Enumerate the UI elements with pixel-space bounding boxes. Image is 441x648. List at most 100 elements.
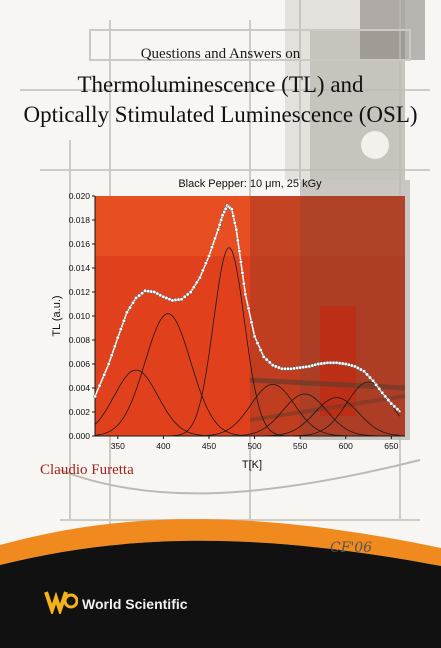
x-tick-label: 500 <box>247 441 261 451</box>
total-curve-point <box>102 372 107 377</box>
total-curve-point <box>115 335 120 340</box>
total-curve-point <box>352 364 357 369</box>
x-tick-label: 650 <box>384 441 398 451</box>
total-curve-point <box>246 306 251 311</box>
total-curve-point <box>368 375 372 380</box>
total-curve-point <box>182 294 187 299</box>
total-curve-point <box>220 213 225 218</box>
total-curve-point <box>395 407 400 412</box>
total-curve-point <box>374 382 378 387</box>
y-tick-label: 0.016 <box>69 239 91 249</box>
world-scientific-logo-icon <box>44 591 78 614</box>
total-curve-point <box>210 245 214 250</box>
total-curve-point <box>258 348 263 352</box>
total-curve-point <box>349 363 354 368</box>
total-curve-point <box>137 293 142 298</box>
footer-band <box>0 540 441 648</box>
total-curve-point <box>213 236 217 241</box>
total-curve-point <box>229 207 234 212</box>
total-curve-point <box>185 292 190 297</box>
total-curve-point <box>343 362 348 366</box>
total-curve-point <box>232 220 237 225</box>
y-tick-label: 0.000 <box>69 431 91 441</box>
total-curve-point <box>106 362 111 366</box>
total-curve-point <box>194 280 199 285</box>
total-curve-point <box>237 249 242 254</box>
total-curve-point <box>279 366 284 371</box>
component-peak-7 <box>95 381 400 437</box>
total-curve-point <box>131 300 135 305</box>
total-curve-point <box>289 366 293 371</box>
publisher-name: World Scientific <box>82 596 188 612</box>
x-axis-label: T[K] <box>242 459 262 471</box>
total-curve-point <box>238 260 243 264</box>
total-curve-point <box>255 341 260 346</box>
total-curve-point <box>241 281 246 286</box>
total-curve-point <box>264 357 269 362</box>
total-curve-point <box>197 275 202 280</box>
total-curve-point <box>203 261 208 266</box>
total-curve-point <box>249 320 254 325</box>
total-curve-point <box>362 369 366 374</box>
total-curve-point <box>191 285 196 290</box>
total-curve-point <box>149 289 154 294</box>
total-curve-point <box>392 404 397 409</box>
total-curve-point <box>389 401 394 406</box>
total-curve-point <box>252 334 257 339</box>
y-tick-label: 0.006 <box>69 359 91 369</box>
title-line-2: Optically Stimulated Luminescence (OSL) <box>23 102 418 127</box>
total-curve-point <box>240 270 245 275</box>
total-curve-point <box>365 372 369 377</box>
total-curve-point <box>231 214 236 218</box>
total-curve-point <box>383 394 388 399</box>
total-curve-point <box>128 305 132 310</box>
total-curve-point <box>93 394 97 399</box>
total-curve-point <box>267 360 272 365</box>
author-name: Claudio Furetta <box>40 462 134 478</box>
total-curve <box>93 203 401 413</box>
y-axis-ticks: 0.000 0.002 0.004 0.006 0.008 0.010 0.012 0.014… <box>69 191 95 441</box>
x-tick-label: 550 <box>293 441 307 451</box>
artist-signature: CF'06 <box>330 540 373 556</box>
total-curve-point <box>179 297 184 302</box>
total-curve-point <box>112 344 117 349</box>
total-curve-point <box>334 360 339 365</box>
component-curves <box>94 247 400 437</box>
total-curve-point <box>371 378 375 383</box>
y-tick-label: 0.018 <box>69 215 91 225</box>
total-curve-point <box>97 383 102 388</box>
total-curve-point <box>217 222 222 227</box>
total-curve-point <box>234 227 239 232</box>
total-curve-point <box>261 354 266 359</box>
total-curve-point <box>328 360 333 365</box>
y-tick-label: 0.012 <box>69 287 91 297</box>
total-curve-point <box>273 364 278 369</box>
y-tick-label: 0.004 <box>69 383 91 393</box>
y-tick-label: 0.002 <box>69 407 91 417</box>
title-line-1: Thermoluminescence (TL) and <box>77 72 364 97</box>
total-curve-point <box>207 254 211 258</box>
total-curve-point <box>118 327 123 332</box>
total-curve-point <box>122 318 126 323</box>
total-curve-point <box>125 310 129 315</box>
total-curve-point <box>219 218 224 222</box>
title-prefix: Questions and Answers on <box>140 46 301 62</box>
total-curve-point <box>223 206 228 211</box>
total-curve-point <box>243 292 248 297</box>
plot-background <box>95 196 406 436</box>
total-curve-point <box>200 268 205 273</box>
total-curve-point <box>173 298 178 302</box>
total-curve-point <box>109 353 114 358</box>
total-curve-point <box>304 364 309 369</box>
total-curve-point <box>377 386 382 391</box>
total-curve-point <box>216 227 221 232</box>
total-curve-point <box>313 362 318 367</box>
x-tick-label: 350 <box>111 441 125 451</box>
total-curve-point <box>235 238 240 243</box>
total-curve-point <box>134 296 138 300</box>
x-axis-ticks: 350 400 450 500 550 600 650 <box>111 436 399 451</box>
y-tick-label: 0.010 <box>69 311 91 321</box>
total-curve-point <box>155 291 160 296</box>
